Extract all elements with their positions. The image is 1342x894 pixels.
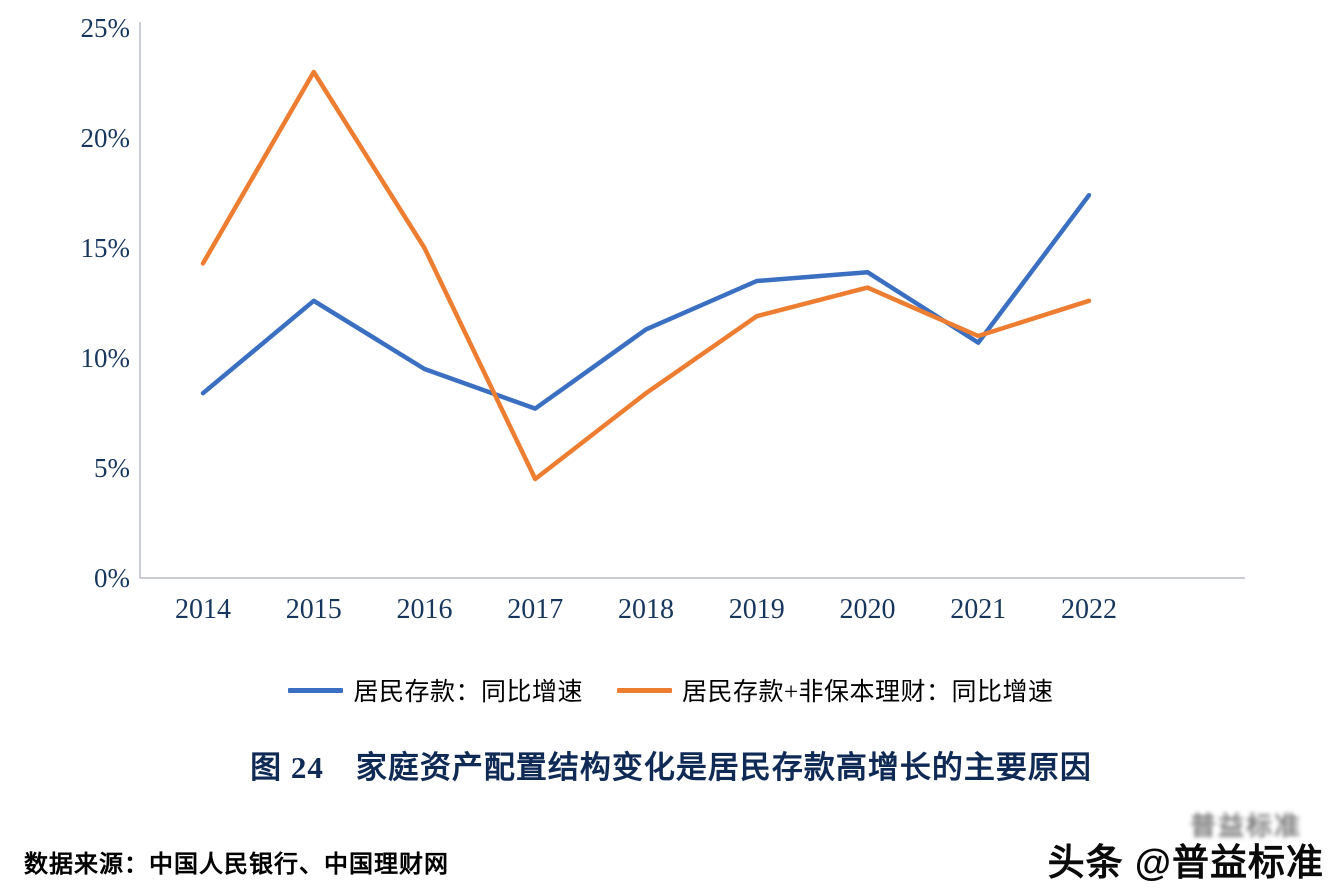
x-tick-label: 2016 xyxy=(397,594,453,625)
x-tick-label: 2014 xyxy=(175,594,231,625)
x-tick-label: 2021 xyxy=(950,594,1006,625)
chart-title: 图 24 家庭资产配置结构变化是居民存款高增长的主要原因 xyxy=(250,750,1092,785)
series-line-1 xyxy=(200,69,1092,482)
line-chart-canvas: 0% 5% 10% 15% 20% 25% 2014 2015 2016 2017 2018 2019… xyxy=(81,13,1245,625)
x-tick-label: 2015 xyxy=(286,594,342,625)
watermark: 头条 @普益标准 xyxy=(1047,842,1324,883)
legend-swatch-0 xyxy=(288,687,344,693)
legend-label-1: 居民存款+非保本理财：同比增速 xyxy=(681,679,1054,706)
x-tick-label: 2022 xyxy=(1061,594,1117,625)
y-tick-label: 20% xyxy=(81,123,131,153)
x-tick-label: 2020 xyxy=(840,594,896,625)
y-tick-label: 0% xyxy=(94,563,130,593)
y-tick-label: 15% xyxy=(81,233,131,263)
line-chart: 0% 5% 10% 15% 20% 25% 2014 2015 2016 2017 2018 2019… xyxy=(81,13,1245,625)
chart-legend: 居民存款：同比增速 居民存款+非保本理财：同比增速 xyxy=(0,668,1342,712)
legend-item-0: 居民存款：同比增速 xyxy=(288,672,583,708)
x-tick-label: 2017 xyxy=(507,594,563,625)
legend-label-0: 居民存款：同比增速 xyxy=(353,679,583,706)
y-tick-label: 10% xyxy=(81,343,131,373)
x-tick-label: 2018 xyxy=(618,594,674,625)
legend-item-1: 居民存款+非保本理财：同比增速 xyxy=(616,672,1054,708)
source-note: 数据来源：中国人民银行、中国理财网 xyxy=(24,852,449,878)
y-tick-label: 25% xyxy=(81,13,131,43)
y-tick-label: 5% xyxy=(94,453,130,483)
watermark-ghost-text: 普益标准 xyxy=(1189,811,1302,841)
legend-swatch-1 xyxy=(616,687,672,693)
series-line-0 xyxy=(200,192,1092,411)
x-tick-label: 2019 xyxy=(729,594,785,625)
